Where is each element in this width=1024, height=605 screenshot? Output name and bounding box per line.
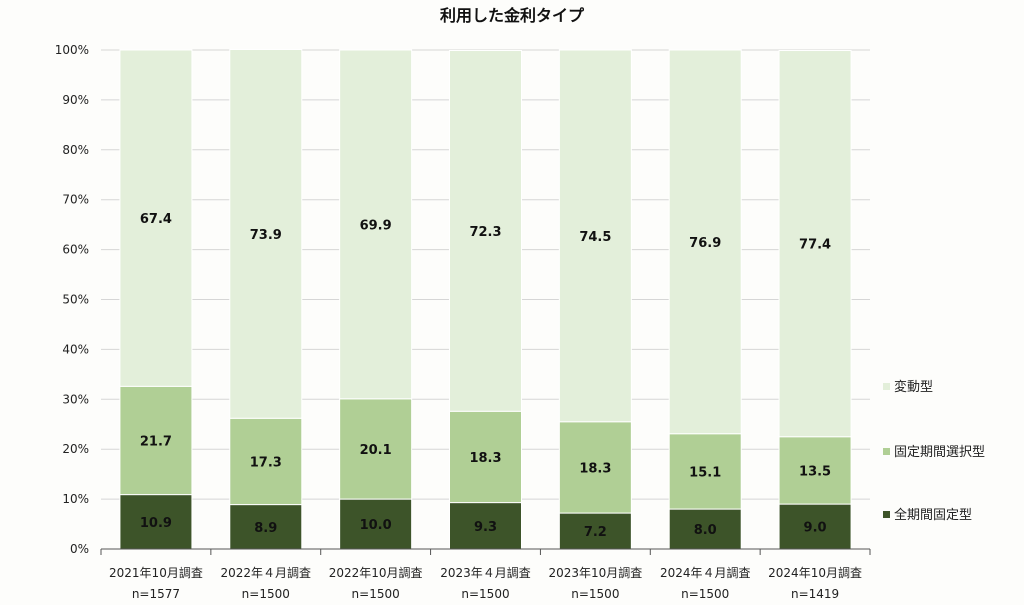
legend-swatch [883, 448, 890, 455]
bar-segment [668, 49, 742, 435]
sample-size-label: n=1500 [242, 587, 290, 601]
bar-segment [229, 417, 303, 506]
x-category-label: 2023年４月調査 [440, 566, 531, 580]
y-tick-label: 70% [62, 193, 89, 207]
data-label: 15.1 [689, 465, 721, 480]
bar-segment [778, 49, 852, 438]
sample-size-label: n=1500 [571, 587, 619, 601]
data-label: 9.3 [474, 520, 497, 535]
y-tick-label: 90% [62, 93, 89, 107]
sample-size-label: n=1577 [132, 587, 180, 601]
x-category-label: 2024年10月調査 [768, 566, 862, 580]
sample-size-label: n=1500 [352, 587, 400, 601]
data-label: 17.3 [250, 455, 282, 470]
bar-segment [339, 498, 413, 550]
x-category-label: 2024年４月調査 [660, 566, 751, 580]
data-label: 77.4 [799, 238, 831, 253]
bar-segment [119, 49, 193, 387]
data-label: 18.3 [579, 461, 611, 476]
bar-segment [668, 433, 742, 510]
y-tick-label: 60% [62, 243, 89, 257]
bar-segment [339, 49, 413, 400]
data-label: 7.2 [584, 525, 607, 540]
data-label: 21.7 [140, 434, 172, 449]
y-tick-label: 20% [62, 442, 89, 456]
y-tick-label: 80% [62, 143, 89, 157]
sample-size-label: n=1419 [791, 587, 839, 601]
sample-size-label: n=1500 [681, 587, 729, 601]
x-category-label: 2023年10月調査 [548, 566, 642, 580]
y-tick-label: 100% [55, 43, 89, 57]
data-label: 73.9 [250, 228, 282, 243]
x-category-label: 2022年４月調査 [221, 566, 312, 580]
x-category-label: 2022年10月調査 [329, 566, 423, 580]
legend-swatch [883, 511, 890, 518]
legend-label: 固定期間選択型 [894, 445, 985, 460]
sample-size-label: n=1500 [461, 587, 509, 601]
bar-segment [778, 503, 852, 550]
data-label: 13.5 [799, 464, 831, 479]
bar-segment [229, 504, 303, 550]
y-tick-label: 0% [70, 542, 89, 556]
x-category-label: 2021年10月調査 [109, 566, 203, 580]
data-label: 72.3 [469, 225, 501, 240]
bar-segment [558, 49, 632, 423]
data-label: 69.9 [360, 218, 392, 233]
data-label: 8.9 [254, 521, 277, 536]
legend-swatch [883, 383, 890, 390]
chart-title: 利用した金利タイプ [440, 6, 585, 25]
bar-segment [119, 385, 193, 496]
data-label: 18.3 [469, 451, 501, 466]
bar-segment [339, 398, 413, 500]
data-label: 9.0 [804, 521, 827, 536]
data-label: 74.5 [579, 230, 611, 245]
data-label: 76.9 [689, 236, 721, 251]
legend-label: 変動型 [894, 379, 933, 395]
bar-segment [229, 49, 303, 419]
y-tick-label: 30% [62, 392, 89, 406]
data-label: 10.9 [140, 516, 172, 531]
data-label: 10.0 [360, 518, 392, 533]
y-tick-label: 10% [62, 492, 89, 506]
y-tick-label: 40% [62, 342, 89, 356]
bar-segment [558, 421, 632, 514]
legend-label: 全期間固定型 [894, 507, 972, 523]
y-tick-label: 50% [62, 293, 89, 307]
bar-segment [449, 49, 522, 412]
data-label: 20.1 [360, 443, 392, 458]
bar-segment [778, 436, 852, 505]
data-label: 8.0 [694, 523, 717, 538]
data-label: 67.4 [140, 212, 172, 227]
